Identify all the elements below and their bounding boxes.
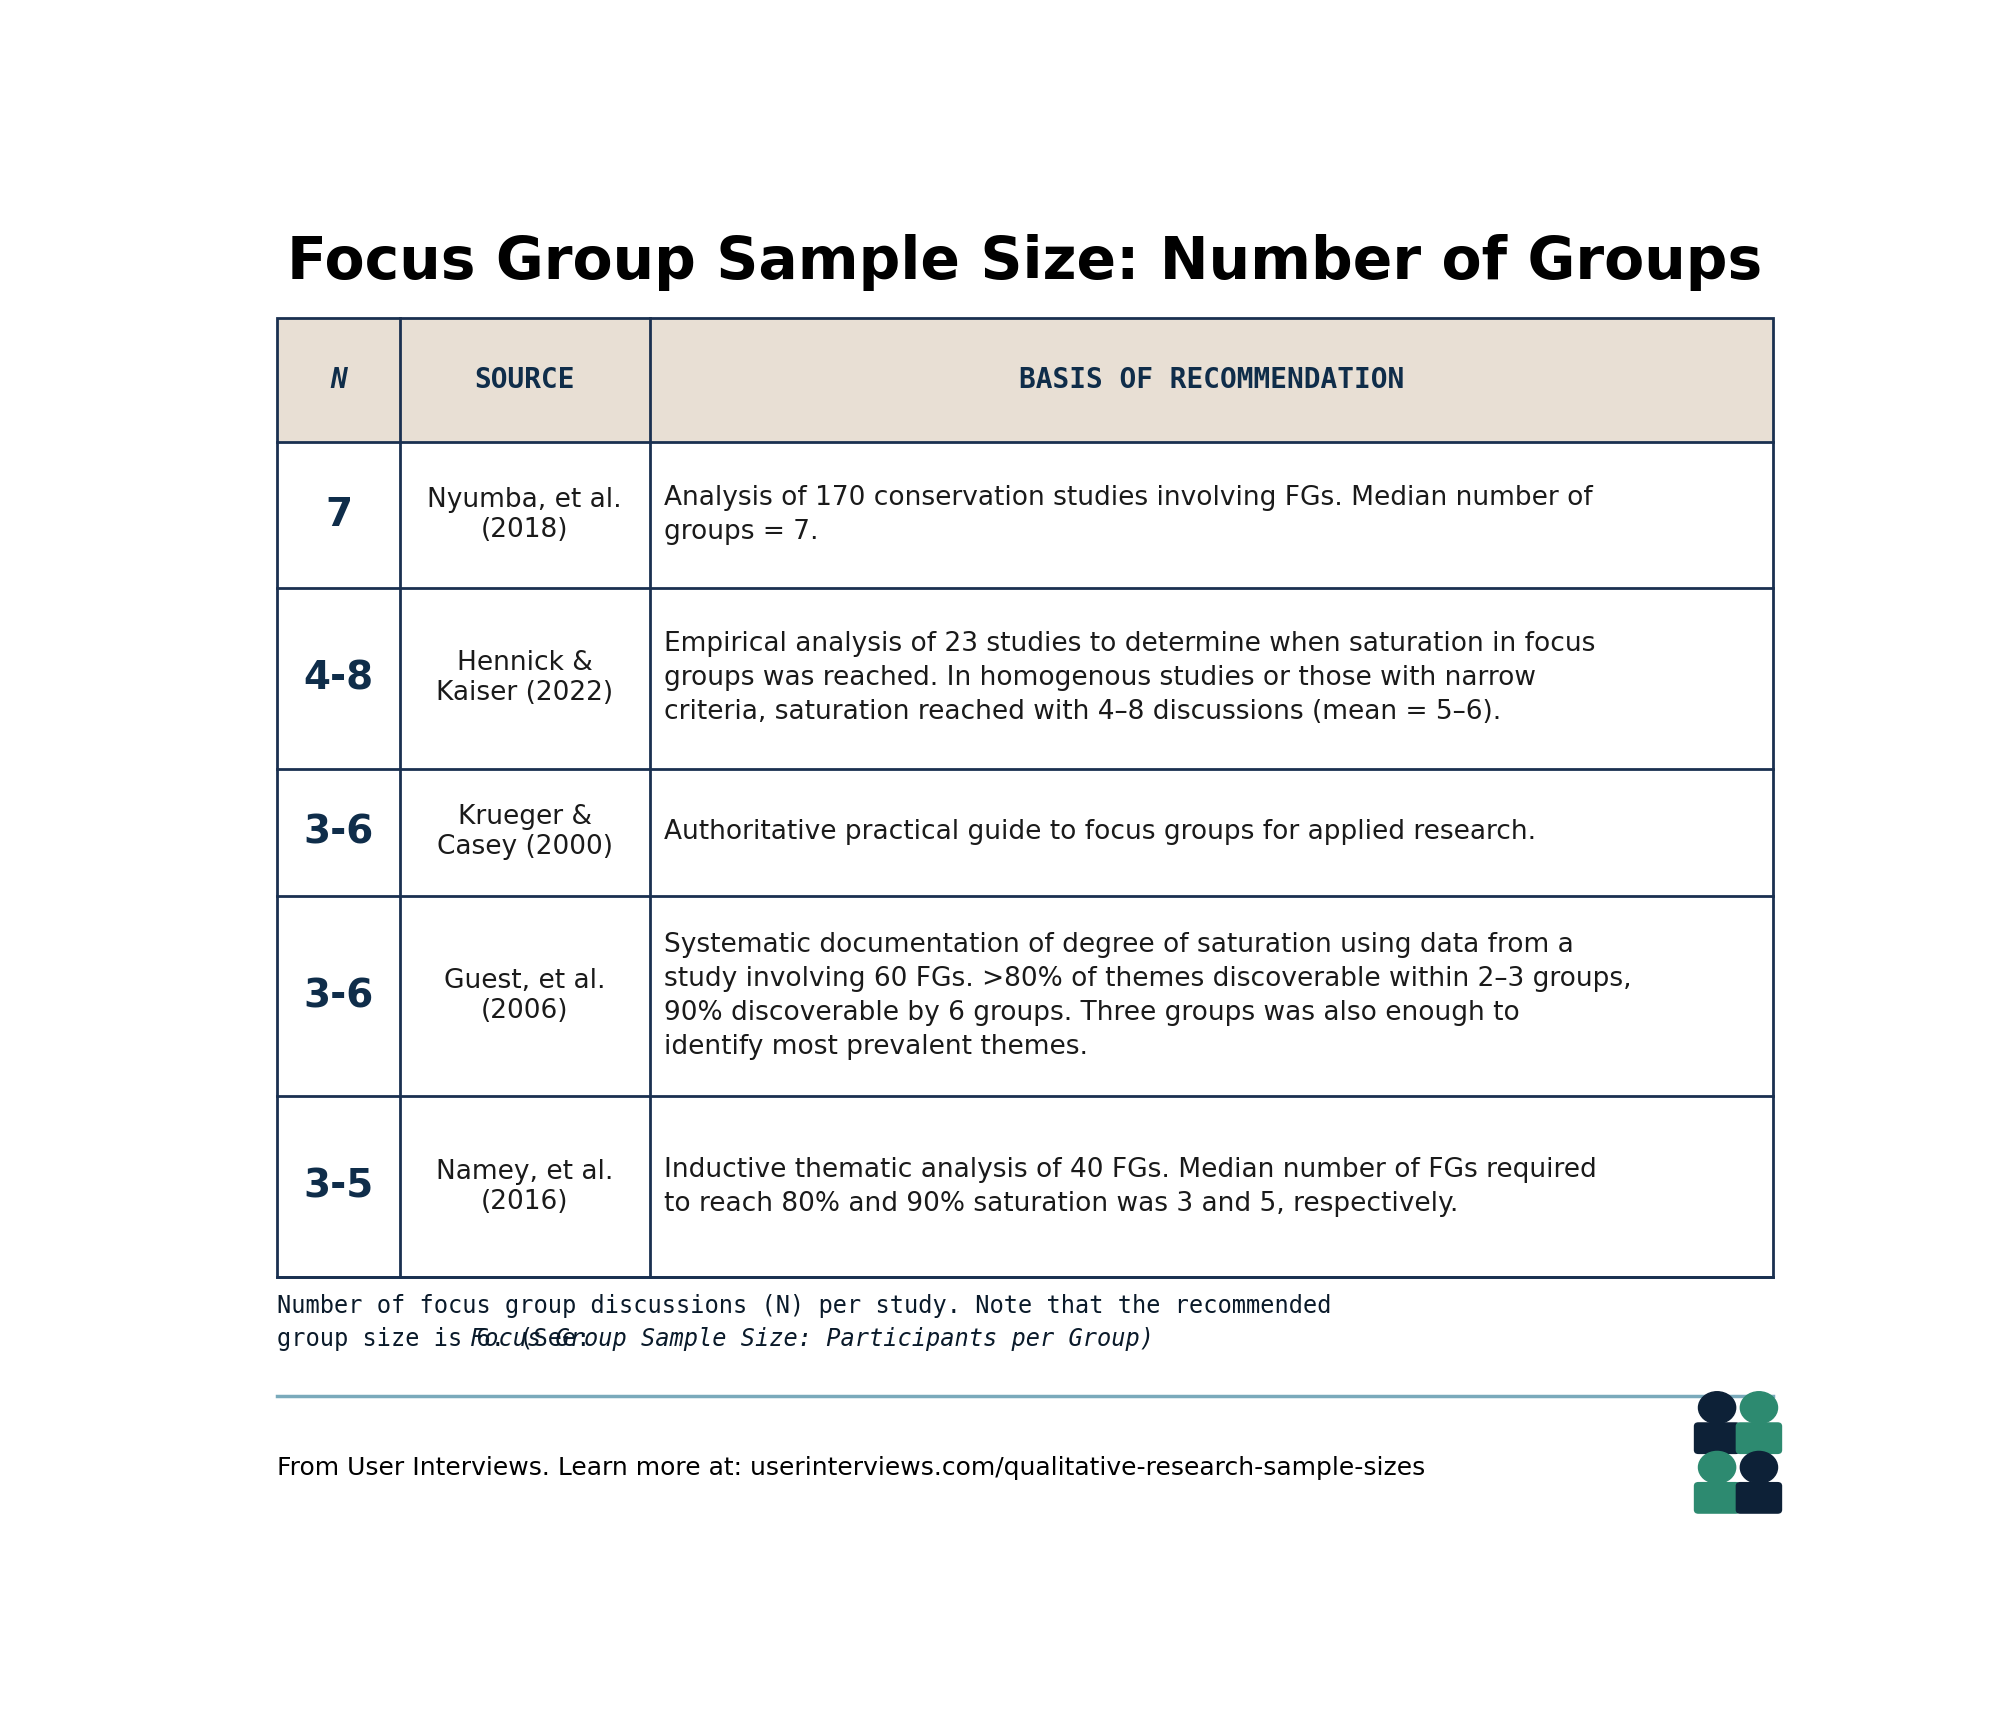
Text: BASIS OF RECOMMENDATION: BASIS OF RECOMMENDATION — [1018, 365, 1404, 395]
FancyBboxPatch shape — [1736, 1482, 1782, 1515]
Text: From User Interviews. Learn more at: userinterviews.com/qualitative-research-sam: From User Interviews. Learn more at: use… — [278, 1456, 1426, 1480]
FancyBboxPatch shape — [1694, 1482, 1740, 1515]
FancyBboxPatch shape — [1694, 1421, 1740, 1454]
Bar — [278, 441, 1772, 588]
Text: Number of focus group discussions (N) per study. Note that the recommended: Number of focus group discussions (N) pe… — [278, 1294, 1332, 1318]
Text: 3-6: 3-6 — [304, 977, 374, 1015]
Bar — [278, 319, 1772, 441]
Circle shape — [1698, 1451, 1736, 1484]
Text: Namey, et al.
(2016): Namey, et al. (2016) — [436, 1158, 614, 1215]
Text: 3-5: 3-5 — [304, 1168, 374, 1206]
Text: Focus Group Sample Size: Number of Groups: Focus Group Sample Size: Number of Group… — [288, 234, 1762, 291]
Text: 7: 7 — [324, 496, 352, 534]
Bar — [278, 319, 1772, 1277]
Text: SOURCE: SOURCE — [474, 365, 574, 395]
Text: Krueger &
Casey (2000): Krueger & Casey (2000) — [436, 805, 612, 860]
Circle shape — [1698, 1392, 1736, 1423]
Text: 4-8: 4-8 — [304, 660, 374, 698]
Text: Analysis of 170 conservation studies involving FGs. Median number of
groups = 7.: Analysis of 170 conservation studies inv… — [664, 484, 1592, 544]
Text: Nyumba, et al.
(2018): Nyumba, et al. (2018) — [428, 488, 622, 543]
Text: N: N — [330, 365, 346, 395]
Text: Empirical analysis of 23 studies to determine when saturation in focus
groups wa: Empirical analysis of 23 studies to dete… — [664, 631, 1594, 725]
Text: Focus Group Sample Size: Participants per Group): Focus Group Sample Size: Participants pe… — [470, 1327, 1154, 1351]
Text: Inductive thematic analysis of 40 FGs. Median number of FGs required
to reach 80: Inductive thematic analysis of 40 FGs. M… — [664, 1156, 1596, 1216]
Bar — [278, 896, 1772, 1096]
Bar — [278, 1096, 1772, 1277]
Bar — [278, 588, 1772, 768]
Text: Guest, et al.
(2006): Guest, et al. (2006) — [444, 968, 606, 1023]
Text: group size is 6. (See:: group size is 6. (See: — [278, 1327, 604, 1351]
FancyBboxPatch shape — [1736, 1421, 1782, 1454]
Text: Authoritative practical guide to focus groups for applied research.: Authoritative practical guide to focus g… — [664, 820, 1536, 846]
Circle shape — [1740, 1451, 1778, 1484]
Text: Systematic documentation of degree of saturation using data from a
study involvi: Systematic documentation of degree of sa… — [664, 932, 1632, 1060]
Bar — [278, 768, 1772, 896]
Text: Hennick &
Kaiser (2022): Hennick & Kaiser (2022) — [436, 650, 614, 706]
Text: 3-6: 3-6 — [304, 813, 374, 851]
Circle shape — [1740, 1392, 1778, 1423]
